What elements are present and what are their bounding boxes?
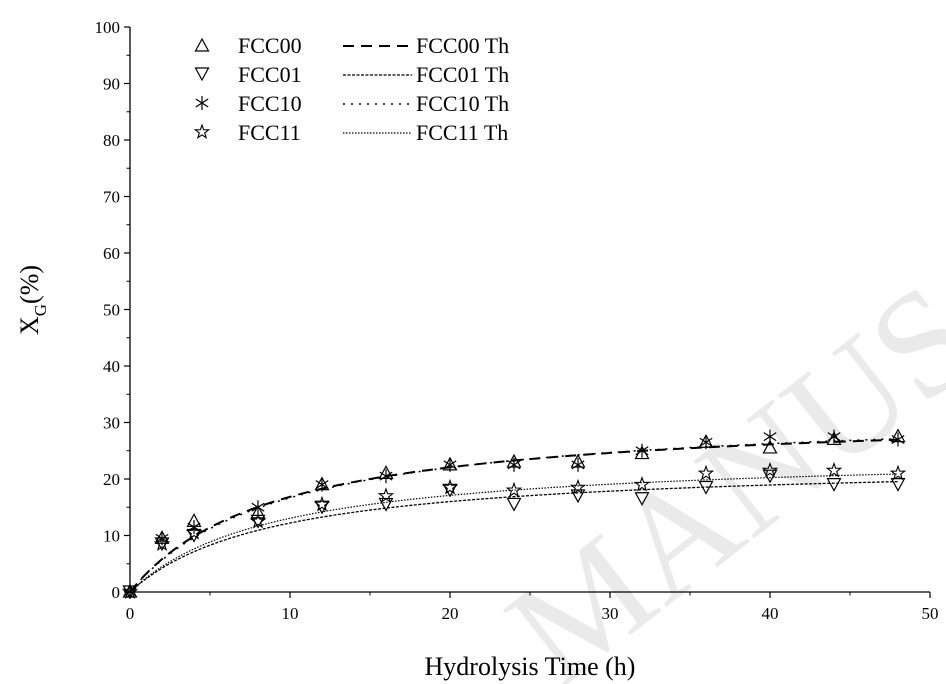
y-axis-title-tail: (%) [15, 265, 44, 304]
legend-marker-fcc00 [194, 38, 210, 52]
y-tick-label: 0 [112, 583, 121, 602]
watermark: MANUSCRIPT [478, 0, 946, 684]
x-tick-label: 40 [762, 604, 779, 623]
legend-entry-fcc10: FCC10 [195, 91, 302, 116]
point-fcc01 [890, 478, 906, 492]
legend-label-fcc01: FCC01 [238, 62, 302, 87]
y-axis-title-main: X [15, 316, 44, 335]
legend-label-fcc00-th: FCC00 Th [416, 33, 509, 58]
point-fcc11 [378, 488, 394, 503]
legend-label-fcc00: FCC00 [238, 33, 302, 58]
point-fcc10 [251, 499, 265, 515]
legend-entry-fcc10-th: FCC10 Th [343, 91, 509, 116]
point-fcc11 [570, 479, 586, 494]
y-tick-label: 60 [103, 244, 120, 263]
point-fcc10 [571, 457, 585, 473]
legend-marker-fcc01 [194, 67, 210, 81]
legend-entry-fcc00-th: FCC00 Th [343, 33, 509, 58]
x-tick-label: 30 [602, 604, 619, 623]
legend-label-fcc11-th: FCC11 Th [416, 120, 508, 145]
legend-marker-fcc10 [195, 95, 209, 111]
x-tick-label: 10 [282, 604, 299, 623]
y-tick-label: 40 [103, 357, 120, 376]
point-fcc01 [506, 497, 522, 512]
y-tick-label: 90 [103, 75, 120, 94]
legend-entry-fcc11-th: FCC11 Th [343, 120, 508, 145]
y-tick-label: 20 [103, 470, 120, 489]
y-tick-label: 80 [103, 131, 120, 150]
point-fcc01 [570, 489, 586, 503]
legend-entry-fcc11: FCC11 [194, 120, 301, 145]
x-tick-label: 50 [922, 604, 939, 623]
legend-label-fcc10-th: FCC10 Th [416, 91, 509, 116]
legend: FCC00 FCC01 FCC10 FCC11 FCC00 Th FCC01 T… [194, 33, 509, 145]
fit-line-fcc01-th [129, 480, 899, 593]
y-tick-label: 10 [103, 527, 120, 546]
legend-label-fcc01-th: FCC01 Th [416, 62, 509, 87]
point-fcc11 [314, 496, 330, 511]
point-fcc11 [442, 479, 458, 494]
legend-label-fcc11: FCC11 [238, 120, 301, 145]
x-tick-label: 20 [442, 604, 459, 623]
legend-entry-fcc00: FCC00 [194, 33, 302, 58]
x-ticks: 0 10 20 30 40 50 [126, 592, 939, 623]
legend-entry-fcc01-th: FCC01 Th [343, 62, 509, 87]
watermark-text: MANUSCRIPT [478, 0, 946, 684]
y-tick-label: 50 [103, 301, 120, 320]
y-axis-title: XG(%) [15, 265, 50, 335]
point-fcc01 [378, 497, 394, 512]
x-tick-label: 0 [126, 604, 135, 623]
y-tick-label: 100 [95, 18, 121, 37]
y-axis-title-sub: G [31, 304, 50, 316]
point-fcc11 [506, 482, 522, 497]
y-tick-label: 70 [103, 188, 120, 207]
x-axis-title: Hydrolysis Time (h) [425, 652, 636, 681]
fit-line-fcc11-th [129, 473, 899, 593]
y-tick-label: 30 [103, 414, 120, 433]
y-ticks: 0 10 20 30 40 50 60 70 80 90 100 [95, 18, 130, 602]
legend-label-fcc10: FCC10 [238, 91, 302, 116]
legend-marker-fcc11 [194, 124, 210, 139]
legend-entry-fcc01: FCC01 [194, 62, 302, 87]
